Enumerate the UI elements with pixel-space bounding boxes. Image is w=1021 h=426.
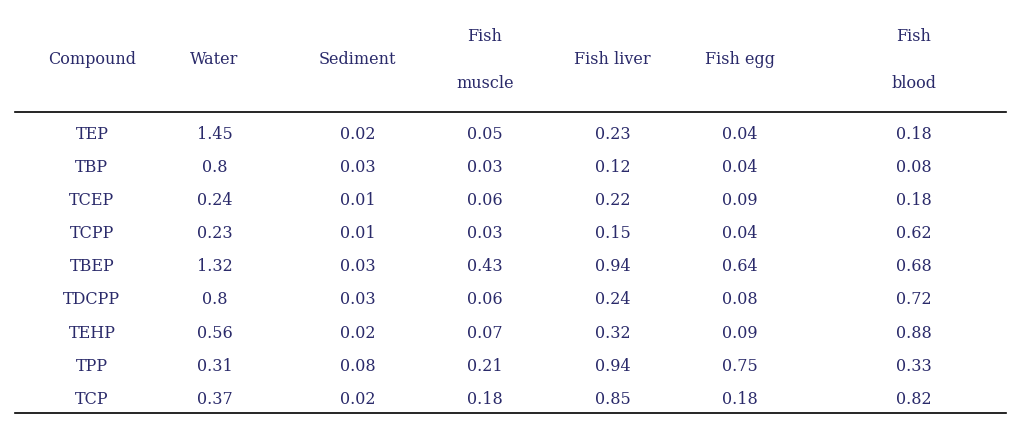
Text: 0.33: 0.33 bbox=[895, 357, 932, 374]
Text: 0.06: 0.06 bbox=[468, 291, 502, 308]
Text: 0.15: 0.15 bbox=[594, 225, 631, 242]
Text: 0.72: 0.72 bbox=[896, 291, 931, 308]
Text: 0.94: 0.94 bbox=[595, 357, 630, 374]
Text: 0.56: 0.56 bbox=[196, 324, 233, 341]
Text: 0.8: 0.8 bbox=[202, 291, 227, 308]
Text: 0.04: 0.04 bbox=[723, 159, 758, 176]
Text: 0.43: 0.43 bbox=[468, 258, 502, 275]
Text: 0.82: 0.82 bbox=[896, 390, 931, 407]
Text: 0.75: 0.75 bbox=[722, 357, 759, 374]
Text: 0.18: 0.18 bbox=[722, 390, 759, 407]
Text: 0.37: 0.37 bbox=[196, 390, 233, 407]
Text: 0.12: 0.12 bbox=[595, 159, 630, 176]
Text: TEHP: TEHP bbox=[68, 324, 115, 341]
Text: Fish: Fish bbox=[896, 28, 931, 45]
Text: 0.07: 0.07 bbox=[468, 324, 502, 341]
Text: TDCPP: TDCPP bbox=[63, 291, 120, 308]
Text: blood: blood bbox=[891, 75, 936, 92]
Text: 0.08: 0.08 bbox=[340, 357, 375, 374]
Text: 0.03: 0.03 bbox=[340, 291, 375, 308]
Text: 0.02: 0.02 bbox=[340, 390, 375, 407]
Text: 0.01: 0.01 bbox=[340, 225, 375, 242]
Text: TPP: TPP bbox=[76, 357, 108, 374]
Text: 0.08: 0.08 bbox=[896, 159, 931, 176]
Text: 0.18: 0.18 bbox=[895, 126, 932, 143]
Text: 0.24: 0.24 bbox=[197, 192, 232, 209]
Text: 0.22: 0.22 bbox=[595, 192, 630, 209]
Text: 0.06: 0.06 bbox=[468, 192, 502, 209]
Text: 0.31: 0.31 bbox=[196, 357, 233, 374]
Text: muscle: muscle bbox=[456, 75, 514, 92]
Text: 0.62: 0.62 bbox=[896, 225, 931, 242]
Text: TBEP: TBEP bbox=[69, 258, 114, 275]
Text: 0.68: 0.68 bbox=[895, 258, 932, 275]
Text: 0.24: 0.24 bbox=[595, 291, 630, 308]
Text: 0.88: 0.88 bbox=[895, 324, 932, 341]
Text: 0.01: 0.01 bbox=[340, 192, 375, 209]
Text: Fish egg: Fish egg bbox=[706, 51, 775, 68]
Text: Water: Water bbox=[190, 51, 239, 68]
Text: 0.04: 0.04 bbox=[723, 225, 758, 242]
Text: 0.64: 0.64 bbox=[723, 258, 758, 275]
Text: 0.03: 0.03 bbox=[340, 258, 375, 275]
Text: 0.21: 0.21 bbox=[468, 357, 502, 374]
Text: 0.23: 0.23 bbox=[197, 225, 232, 242]
Text: TEP: TEP bbox=[76, 126, 108, 143]
Text: 1.32: 1.32 bbox=[196, 258, 233, 275]
Text: TCP: TCP bbox=[76, 390, 108, 407]
Text: 0.02: 0.02 bbox=[340, 324, 375, 341]
Text: 0.08: 0.08 bbox=[723, 291, 758, 308]
Text: TCEP: TCEP bbox=[69, 192, 114, 209]
Text: 0.02: 0.02 bbox=[340, 126, 375, 143]
Text: 0.85: 0.85 bbox=[594, 390, 631, 407]
Text: 0.18: 0.18 bbox=[895, 192, 932, 209]
Text: Fish: Fish bbox=[468, 28, 502, 45]
Text: Fish liver: Fish liver bbox=[574, 51, 651, 68]
Text: 0.18: 0.18 bbox=[467, 390, 503, 407]
Text: 0.05: 0.05 bbox=[468, 126, 502, 143]
Text: 0.94: 0.94 bbox=[595, 258, 630, 275]
Text: 0.04: 0.04 bbox=[723, 126, 758, 143]
Text: 0.8: 0.8 bbox=[202, 159, 227, 176]
Text: 1.45: 1.45 bbox=[196, 126, 233, 143]
Text: 0.09: 0.09 bbox=[723, 324, 758, 341]
Text: 0.03: 0.03 bbox=[468, 225, 502, 242]
Text: TBP: TBP bbox=[76, 159, 108, 176]
Text: 0.03: 0.03 bbox=[468, 159, 502, 176]
Text: 0.09: 0.09 bbox=[723, 192, 758, 209]
Text: TCPP: TCPP bbox=[69, 225, 114, 242]
Text: Sediment: Sediment bbox=[319, 51, 396, 68]
Text: 0.32: 0.32 bbox=[595, 324, 630, 341]
Text: 0.03: 0.03 bbox=[340, 159, 375, 176]
Text: 0.23: 0.23 bbox=[595, 126, 630, 143]
Text: Compound: Compound bbox=[48, 51, 136, 68]
